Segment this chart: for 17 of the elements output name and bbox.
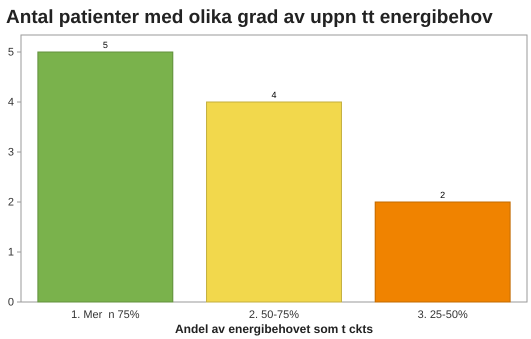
chart-title: Antal patienter med olika grad av uppn tt energibehov <box>6 7 494 28</box>
data-label: 4 <box>271 90 277 100</box>
y-tick-label: 2 <box>8 196 14 209</box>
data-label: 2 <box>440 190 446 200</box>
bar <box>374 202 511 302</box>
y-tick-label: 1 <box>8 246 14 259</box>
x-tick-label: 3. 25-50% <box>418 308 468 321</box>
y-tick-label: 0 <box>8 296 14 309</box>
x-tick-label: 1. Mer n 75% <box>71 308 140 321</box>
y-tick-label: 5 <box>8 46 14 59</box>
bar <box>206 102 342 302</box>
bar <box>37 52 174 302</box>
y-tick-label: 3 <box>8 146 14 159</box>
x-tick-label: 2. 50-75% <box>248 308 300 321</box>
y-tick-label: 4 <box>8 96 14 109</box>
data-label: 5 <box>102 40 108 50</box>
x-axis-title: Andel av energibehovet som t ckts <box>174 322 374 336</box>
